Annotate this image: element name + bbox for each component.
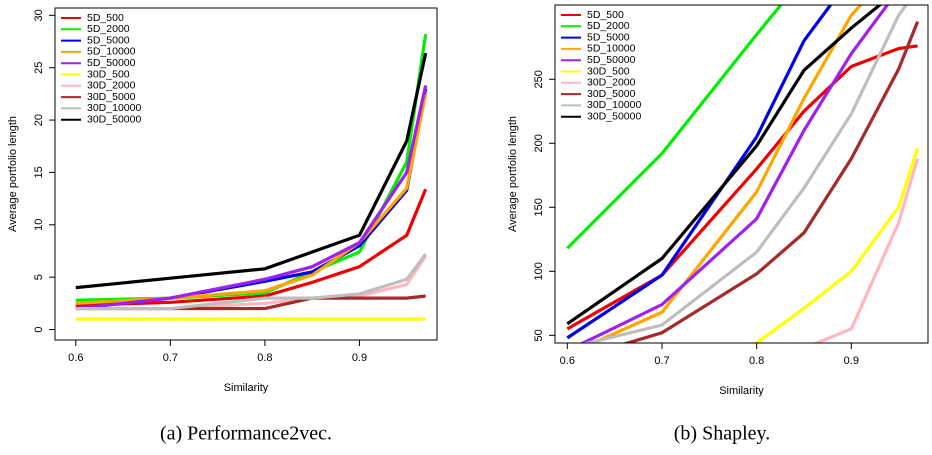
series-line xyxy=(581,5,909,343)
series-line xyxy=(75,253,427,311)
series-line xyxy=(579,5,890,343)
lines xyxy=(566,5,920,343)
y-tick-label: 15 xyxy=(33,166,45,178)
caption: (b) Shapley. xyxy=(674,423,770,445)
legend-label: 5D_2000 xyxy=(587,20,630,32)
x-tick-label: 0.6 xyxy=(560,355,575,367)
series-line xyxy=(75,52,428,290)
series-line xyxy=(812,158,920,343)
caption: (a) Performance2vec. xyxy=(160,423,332,445)
x-tick-label: 0.7 xyxy=(163,352,178,364)
legend-label: 30D_5000 xyxy=(587,88,636,100)
y-axis-label: Average portfolio length xyxy=(507,116,519,232)
series-line xyxy=(566,5,883,326)
plot-frame xyxy=(54,7,438,341)
y-tick-label: 150 xyxy=(533,198,545,216)
lines xyxy=(75,33,428,321)
x-axis-label: Similarity xyxy=(224,382,269,394)
series-line xyxy=(566,5,833,340)
legend-label: 30D_10000 xyxy=(87,102,141,114)
x-tick-label: 0.7 xyxy=(654,355,669,367)
legend-label: 5D_5000 xyxy=(587,31,630,43)
chart: 0.6 0.7 0.8 0.9 0 5 10 15 20 25 30 Similarity Averag… xyxy=(7,7,438,445)
x-tick-label: 0.9 xyxy=(844,355,859,367)
legend-label: 30D_500 xyxy=(87,68,130,80)
legend-label: 5D_50000 xyxy=(587,54,636,66)
x-tick-label: 0.8 xyxy=(749,355,764,367)
series-line xyxy=(75,188,428,308)
x-tick-label: 0.9 xyxy=(352,352,367,364)
legend-label: 30D_50000 xyxy=(587,110,641,122)
legend-label: 5D_500 xyxy=(587,9,624,21)
legend-label: 5D_5000 xyxy=(87,34,130,46)
y-tick-label: 10 xyxy=(33,219,45,231)
legend-label: 5D_50000 xyxy=(87,57,136,69)
y-tick-label: 5 xyxy=(33,274,45,280)
legend-label: 5D_2000 xyxy=(87,23,130,35)
legend-label: 5D_10000 xyxy=(587,43,636,55)
series-line xyxy=(621,21,920,343)
y-tick-label: 100 xyxy=(533,262,545,280)
series-line xyxy=(75,85,428,311)
y-tick-label: 25 xyxy=(33,62,45,74)
legend-label: 30D_2000 xyxy=(87,80,136,92)
y-tick-label: 20 xyxy=(33,114,45,126)
legend-label: 30D_10000 xyxy=(587,99,641,111)
series-line xyxy=(589,5,863,343)
y-tick-label: 250 xyxy=(533,70,545,88)
y-axis-label: Average portfolio length xyxy=(7,116,19,232)
y-tick-label: 200 xyxy=(533,134,545,152)
legend-label: 5D_500 xyxy=(87,12,124,24)
legend-label: 30D_50000 xyxy=(87,113,141,125)
series-line xyxy=(750,147,920,343)
legend-label: 30D_5000 xyxy=(87,91,136,103)
legend-label: 30D_500 xyxy=(587,65,630,77)
series-line xyxy=(566,5,783,250)
legend-label: 30D_2000 xyxy=(587,77,636,89)
chart: 0.6 0.7 0.8 0.9 50 100 150 200 250 Similarity Aver… xyxy=(507,4,929,445)
x-tick-label: 0.8 xyxy=(257,352,272,364)
legend-label: 5D_10000 xyxy=(87,46,136,58)
x-axis-label: Similarity xyxy=(719,385,764,397)
y-tick-label: 0 xyxy=(33,326,45,332)
y-tick-label: 30 xyxy=(33,9,45,21)
y-tick-label: 50 xyxy=(533,329,545,341)
x-tick-label: 0.6 xyxy=(68,352,83,364)
plot-frame xyxy=(554,4,929,344)
